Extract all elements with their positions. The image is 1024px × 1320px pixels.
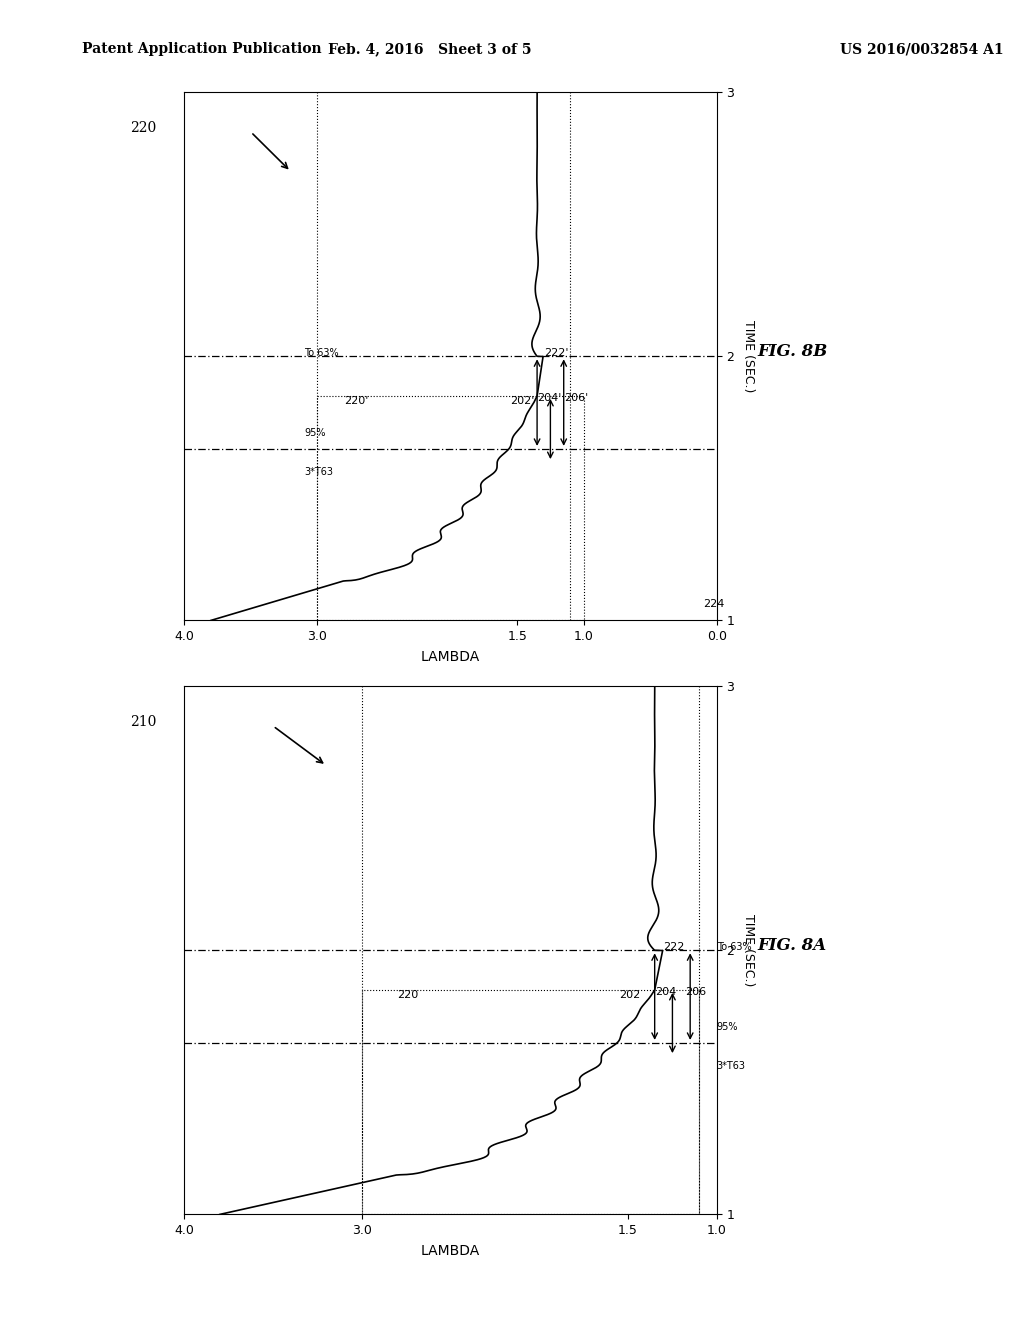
X-axis label: LAMBDA: LAMBDA [421,649,480,664]
Text: 204': 204' [537,393,561,404]
X-axis label: LAMBDA: LAMBDA [421,1243,480,1258]
Y-axis label: TIME (SEC.): TIME (SEC.) [742,321,756,392]
Text: 202': 202' [510,396,535,407]
Text: 220: 220 [130,121,157,135]
Text: 222: 222 [664,942,685,953]
Text: Patent Application Publication: Patent Application Publication [82,42,322,57]
Text: FIG. 8B: FIG. 8B [758,343,828,360]
Text: Feb. 4, 2016   Sheet 3 of 5: Feb. 4, 2016 Sheet 3 of 5 [329,42,531,57]
Text: FIG. 8A: FIG. 8A [758,937,827,954]
Text: 3*T63: 3*T63 [304,467,333,478]
Text: 206: 206 [685,987,706,998]
Text: 206': 206' [563,393,588,404]
Text: 95%: 95% [717,1022,738,1032]
Text: 224: 224 [703,599,725,610]
Y-axis label: TIME (SEC.): TIME (SEC.) [742,915,756,986]
Text: To 63%: To 63% [304,348,339,359]
Text: 202: 202 [620,990,640,1001]
Text: 3*T63: 3*T63 [717,1061,745,1072]
Text: 95%: 95% [304,428,326,438]
Text: 210: 210 [130,715,157,729]
Text: To 63%: To 63% [717,942,752,953]
Text: 220: 220 [397,990,419,1001]
Text: 204: 204 [654,987,676,998]
Text: 220': 220' [344,396,369,407]
Text: US 2016/0032854 A1: US 2016/0032854 A1 [840,42,1004,57]
Text: 222': 222' [544,348,568,359]
